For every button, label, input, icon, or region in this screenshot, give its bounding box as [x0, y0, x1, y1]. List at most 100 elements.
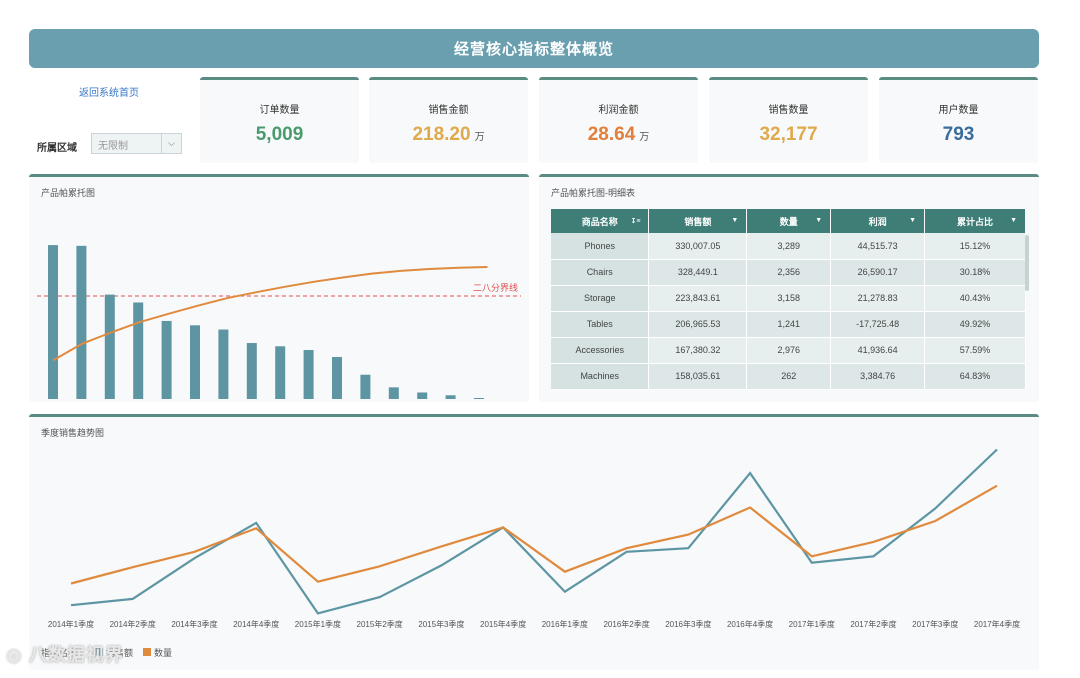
dropdown-icon[interactable]: ▼ — [909, 217, 917, 224]
kpi-unit: 万 — [639, 132, 650, 143]
chevron-down-icon[interactable]: ⌵ — [161, 134, 181, 153]
kpi-label: 销售数量 — [768, 105, 809, 116]
col-header-quantity[interactable]: 数量 ▼ — [746, 209, 832, 233]
table-row[interactable]: Chairs 328,449.1 2,356 26,590.17 30.18% — [551, 259, 1026, 286]
table-row[interactable]: Phones 330,007.05 3,289 44,515.73 15.12% — [551, 233, 1026, 260]
table-cell: 158,035.61 — [648, 363, 748, 390]
dropdown-icon[interactable]: ▼ — [1010, 217, 1017, 224]
table-cell: Accessories — [551, 337, 650, 364]
x-tick-label: 2014年3季度 — [171, 619, 217, 629]
table-cell: 262 — [746, 363, 832, 390]
x-tick-label: 2014年1季度 — [48, 619, 94, 629]
pareto-detail-table-panel: 产品帕累托图-明细表 商品名称 ↧≡ 销售额 ▼ 数量 ▼ 利润 ▼ 累计占比 ▼ Pho… — [539, 174, 1039, 402]
legend-prefix: 指标名称 — [41, 647, 77, 658]
table-cell: 3,158 — [746, 285, 832, 312]
kpi-label: 订单数量 — [259, 105, 300, 116]
table-cell: 3,384.76 — [830, 363, 926, 390]
x-tick-label: 2017年1季度 — [789, 619, 835, 629]
pareto-bar — [218, 329, 229, 399]
x-tick-label: 2015年2季度 — [357, 619, 403, 629]
watermark: ◎ 八数据视界 — [6, 645, 124, 665]
table-cell: Tables — [551, 311, 650, 338]
kpi-card-sales-amount: 销售金额 218.20 万 — [369, 77, 528, 163]
threshold-label: 二八分界线 — [473, 282, 518, 293]
table-cell: 223,843.61 — [648, 285, 748, 312]
back-to-home-link[interactable]: 返回系统首页 — [79, 88, 139, 99]
col-header-name[interactable]: 商品名称 ↧≡ — [551, 209, 650, 233]
table-cell: 21,278.83 — [830, 285, 926, 312]
x-tick-label: 2016年4季度 — [727, 619, 773, 629]
table-cell: -17,725.48 — [830, 311, 926, 338]
table-cell: Phones — [551, 233, 650, 260]
table-cell: 1,241 — [746, 311, 832, 338]
pareto-bar — [474, 398, 484, 399]
pareto-bar — [104, 294, 115, 399]
pareto-bar — [388, 387, 399, 399]
table-row[interactable]: Storage 223,843.61 3,158 21,278.83 40.43% — [551, 285, 1026, 312]
pareto-chart-panel: 产品帕累托图 二八分界线 — [29, 174, 529, 402]
kpi-value: 28.64 万 — [587, 124, 650, 145]
kpi-value: 218.20 万 — [412, 124, 485, 145]
table-cell: 64.83% — [924, 363, 1026, 390]
kpi-card-sales-quantity: 销售数量 32,177 — [709, 77, 868, 163]
pareto-chart: 二八分界线 — [37, 245, 521, 399]
table-cell: 328,449.1 — [648, 259, 748, 286]
region-select-value: 无限制 — [98, 141, 128, 152]
x-tick-label: 2017年3季度 — [912, 619, 958, 629]
table-title: 产品帕累托图-明细表 — [551, 188, 635, 198]
legend-swatch — [95, 648, 103, 656]
trend-chart-title: 季度销售趋势图 — [41, 428, 105, 438]
x-tick-label: 2014年2季度 — [110, 619, 156, 629]
kpi-value: 793 — [942, 124, 975, 145]
legend-label: 数量 — [154, 647, 172, 658]
kpi-unit: 万 — [474, 132, 485, 143]
table-cell: 40.43% — [924, 285, 1026, 312]
table-cell: Chairs — [551, 259, 650, 286]
table-cell: 30.18% — [924, 259, 1026, 286]
dropdown-icon[interactable]: ▼ — [815, 217, 823, 224]
table-cell: 26,590.17 — [830, 259, 926, 286]
table-scrollbar[interactable] — [1025, 235, 1029, 291]
kpi-label: 销售金额 — [428, 105, 469, 116]
table-row[interactable]: Accessories 167,380.32 2,976 41,936.64 57.59… — [551, 337, 1026, 364]
cumulative-line — [52, 266, 488, 362]
col-header-sales[interactable]: 销售额 ▼ — [648, 209, 748, 233]
table-cell: 57.59% — [924, 337, 1026, 364]
legend-swatch — [143, 648, 151, 656]
detail-table: 商品名称 ↧≡ 销售额 ▼ 数量 ▼ 利润 ▼ 累计占比 ▼ Phones 330,007.… — [551, 209, 1026, 390]
table-cell: 44,515.73 — [830, 233, 926, 260]
table-row[interactable]: Tables 206,965.53 1,241 -17,725.48 49.92% — [551, 311, 1026, 338]
trend-chart-panel: 季度销售趋势图 2014年1季度 2014年2季度 2014年3季度 2014年4季度… — [29, 414, 1039, 670]
region-label: 所属区域 — [37, 143, 77, 154]
pareto-bar — [332, 357, 342, 399]
table-cell: Machines — [551, 363, 650, 390]
x-tick-label: 2016年1季度 — [542, 619, 588, 629]
table-cell: 206,965.53 — [648, 311, 748, 338]
x-tick-label: 2017年4季度 — [974, 619, 1020, 629]
dropdown-icon[interactable]: ▼ — [731, 217, 739, 224]
legend-label: 销售额 — [106, 647, 133, 658]
trend-line-quantity — [70, 484, 998, 585]
col-header-profit[interactable]: 利润 ▼ — [830, 209, 926, 233]
x-tick-label: 2016年3季度 — [665, 619, 711, 629]
x-tick-label: 2015年1季度 — [295, 619, 341, 629]
x-tick-label: 2016年2季度 — [603, 619, 649, 629]
pareto-bar — [133, 302, 144, 399]
pareto-bar — [161, 320, 172, 399]
table-cell: 41,936.64 — [830, 337, 926, 364]
kpi-card-profit-amount: 利润金额 28.64 万 — [539, 77, 698, 163]
pareto-bar — [246, 343, 257, 399]
sort-icon[interactable]: ↧≡ — [630, 218, 641, 225]
pareto-bar — [360, 374, 371, 399]
filter-area: 返回系统首页 所属区域 无限制 ⌵ — [29, 77, 194, 163]
region-select[interactable]: 无限制 ⌵ — [91, 133, 182, 154]
pareto-bar — [417, 392, 428, 399]
table-row[interactable]: Machines 158,035.61 262 3,384.76 64.83% — [551, 363, 1026, 390]
x-tick-label: 2017年2季度 — [850, 619, 896, 629]
pareto-bar — [48, 245, 58, 399]
pareto-bar — [303, 350, 314, 399]
kpi-value: 5,009 — [255, 124, 304, 145]
col-header-cumulative[interactable]: 累计占比 ▼ — [924, 209, 1026, 233]
kpi-value: 32,177 — [759, 124, 818, 145]
pareto-bar — [445, 395, 456, 399]
